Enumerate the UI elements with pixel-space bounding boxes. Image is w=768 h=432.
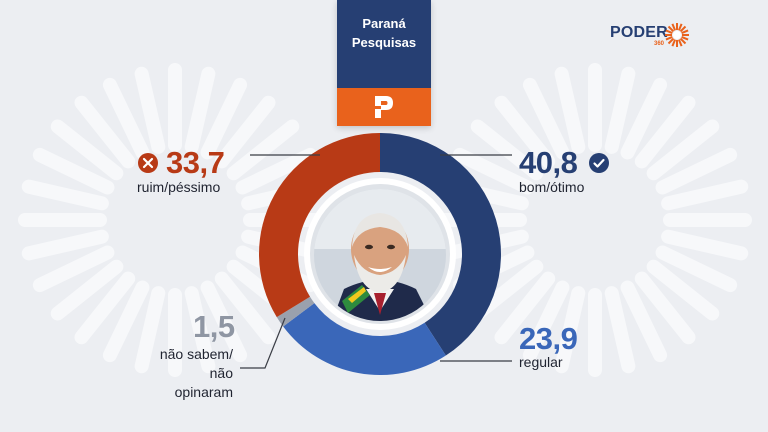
background-ray <box>235 147 318 195</box>
value-nao-sabem: 1,5 <box>193 309 235 344</box>
x-circle-icon <box>138 153 158 173</box>
brand-suffix: 360 <box>654 41 665 47</box>
donut-slice-3 <box>259 133 380 318</box>
background-ray <box>554 286 586 374</box>
background-ray <box>102 280 150 363</box>
background-ray <box>74 271 136 345</box>
brand-ray <box>671 39 677 47</box>
donut-slice-0 <box>380 133 501 356</box>
brand-ray <box>677 23 683 31</box>
background-ray <box>634 95 696 169</box>
background-ray <box>661 179 749 211</box>
background-ray <box>200 280 248 363</box>
background-ray <box>634 271 696 345</box>
background-ray <box>102 77 150 160</box>
background-ray <box>214 271 276 345</box>
background-ray <box>21 229 109 261</box>
background-ray <box>74 95 136 169</box>
background-ray <box>646 119 720 181</box>
value-bom: 40,8 <box>519 145 578 180</box>
brand-ray <box>665 29 673 35</box>
background-ray <box>32 147 115 195</box>
brand-ray <box>681 29 689 35</box>
value-ruim: 33,7 <box>166 145 225 180</box>
background-ray <box>655 245 738 293</box>
portrait-photo <box>314 189 446 321</box>
parana-pesquisas-p-logo <box>375 96 393 118</box>
pollster-ribbon: Paraná Pesquisas <box>337 0 431 126</box>
leader-line-nao-sabem <box>240 317 286 369</box>
background-ray <box>522 280 570 363</box>
background-ray <box>134 286 166 374</box>
background-ray <box>494 95 556 169</box>
brand-ray <box>667 37 675 45</box>
sun-burst-logo-icon <box>665 23 689 47</box>
donut-slice-1 <box>283 303 446 376</box>
background-ray <box>184 66 216 154</box>
donut-slice-2 <box>276 296 315 327</box>
brand-ray <box>671 23 677 31</box>
background-ray <box>50 259 124 321</box>
check-circle-icon <box>589 153 609 173</box>
background-ray <box>50 119 124 181</box>
brand-ray <box>665 35 673 41</box>
brand-ray <box>679 37 687 45</box>
background-ray <box>620 77 668 160</box>
value-regular: 23,9 <box>519 321 578 356</box>
background-ray <box>661 229 749 261</box>
pollster-name: Paraná Pesquisas <box>351 16 417 50</box>
background-ray <box>604 66 636 154</box>
background-ray <box>655 147 738 195</box>
brand-ray <box>681 35 689 41</box>
background-ray <box>620 280 668 363</box>
label-bom: bom/ótimo <box>519 179 585 195</box>
background-ray <box>604 286 636 374</box>
background-ray <box>470 119 544 181</box>
background-ray <box>214 95 276 169</box>
portrait-illustration <box>314 189 446 321</box>
background-ray <box>32 245 115 293</box>
background-ray <box>522 77 570 160</box>
brand-ray <box>679 25 687 33</box>
brand-ray <box>677 39 683 47</box>
brand-ray <box>667 25 675 33</box>
brand-name: PODER <box>610 24 668 41</box>
background-ray <box>200 77 248 160</box>
background-ray <box>134 66 166 154</box>
label-ruim: ruim/péssimo <box>137 179 221 195</box>
background-ray <box>184 286 216 374</box>
background-ray <box>21 179 109 211</box>
label-regular: regular <box>519 354 563 370</box>
label-nao-sabem: não sabem/ não opinaram <box>159 346 233 400</box>
background-ray <box>494 271 556 345</box>
pollster-logo-box <box>337 88 431 126</box>
background-ray <box>646 259 720 321</box>
background-ray <box>554 66 586 154</box>
background-ray <box>452 147 535 195</box>
background-ray <box>226 119 300 181</box>
background-sunburst-left <box>18 63 332 377</box>
